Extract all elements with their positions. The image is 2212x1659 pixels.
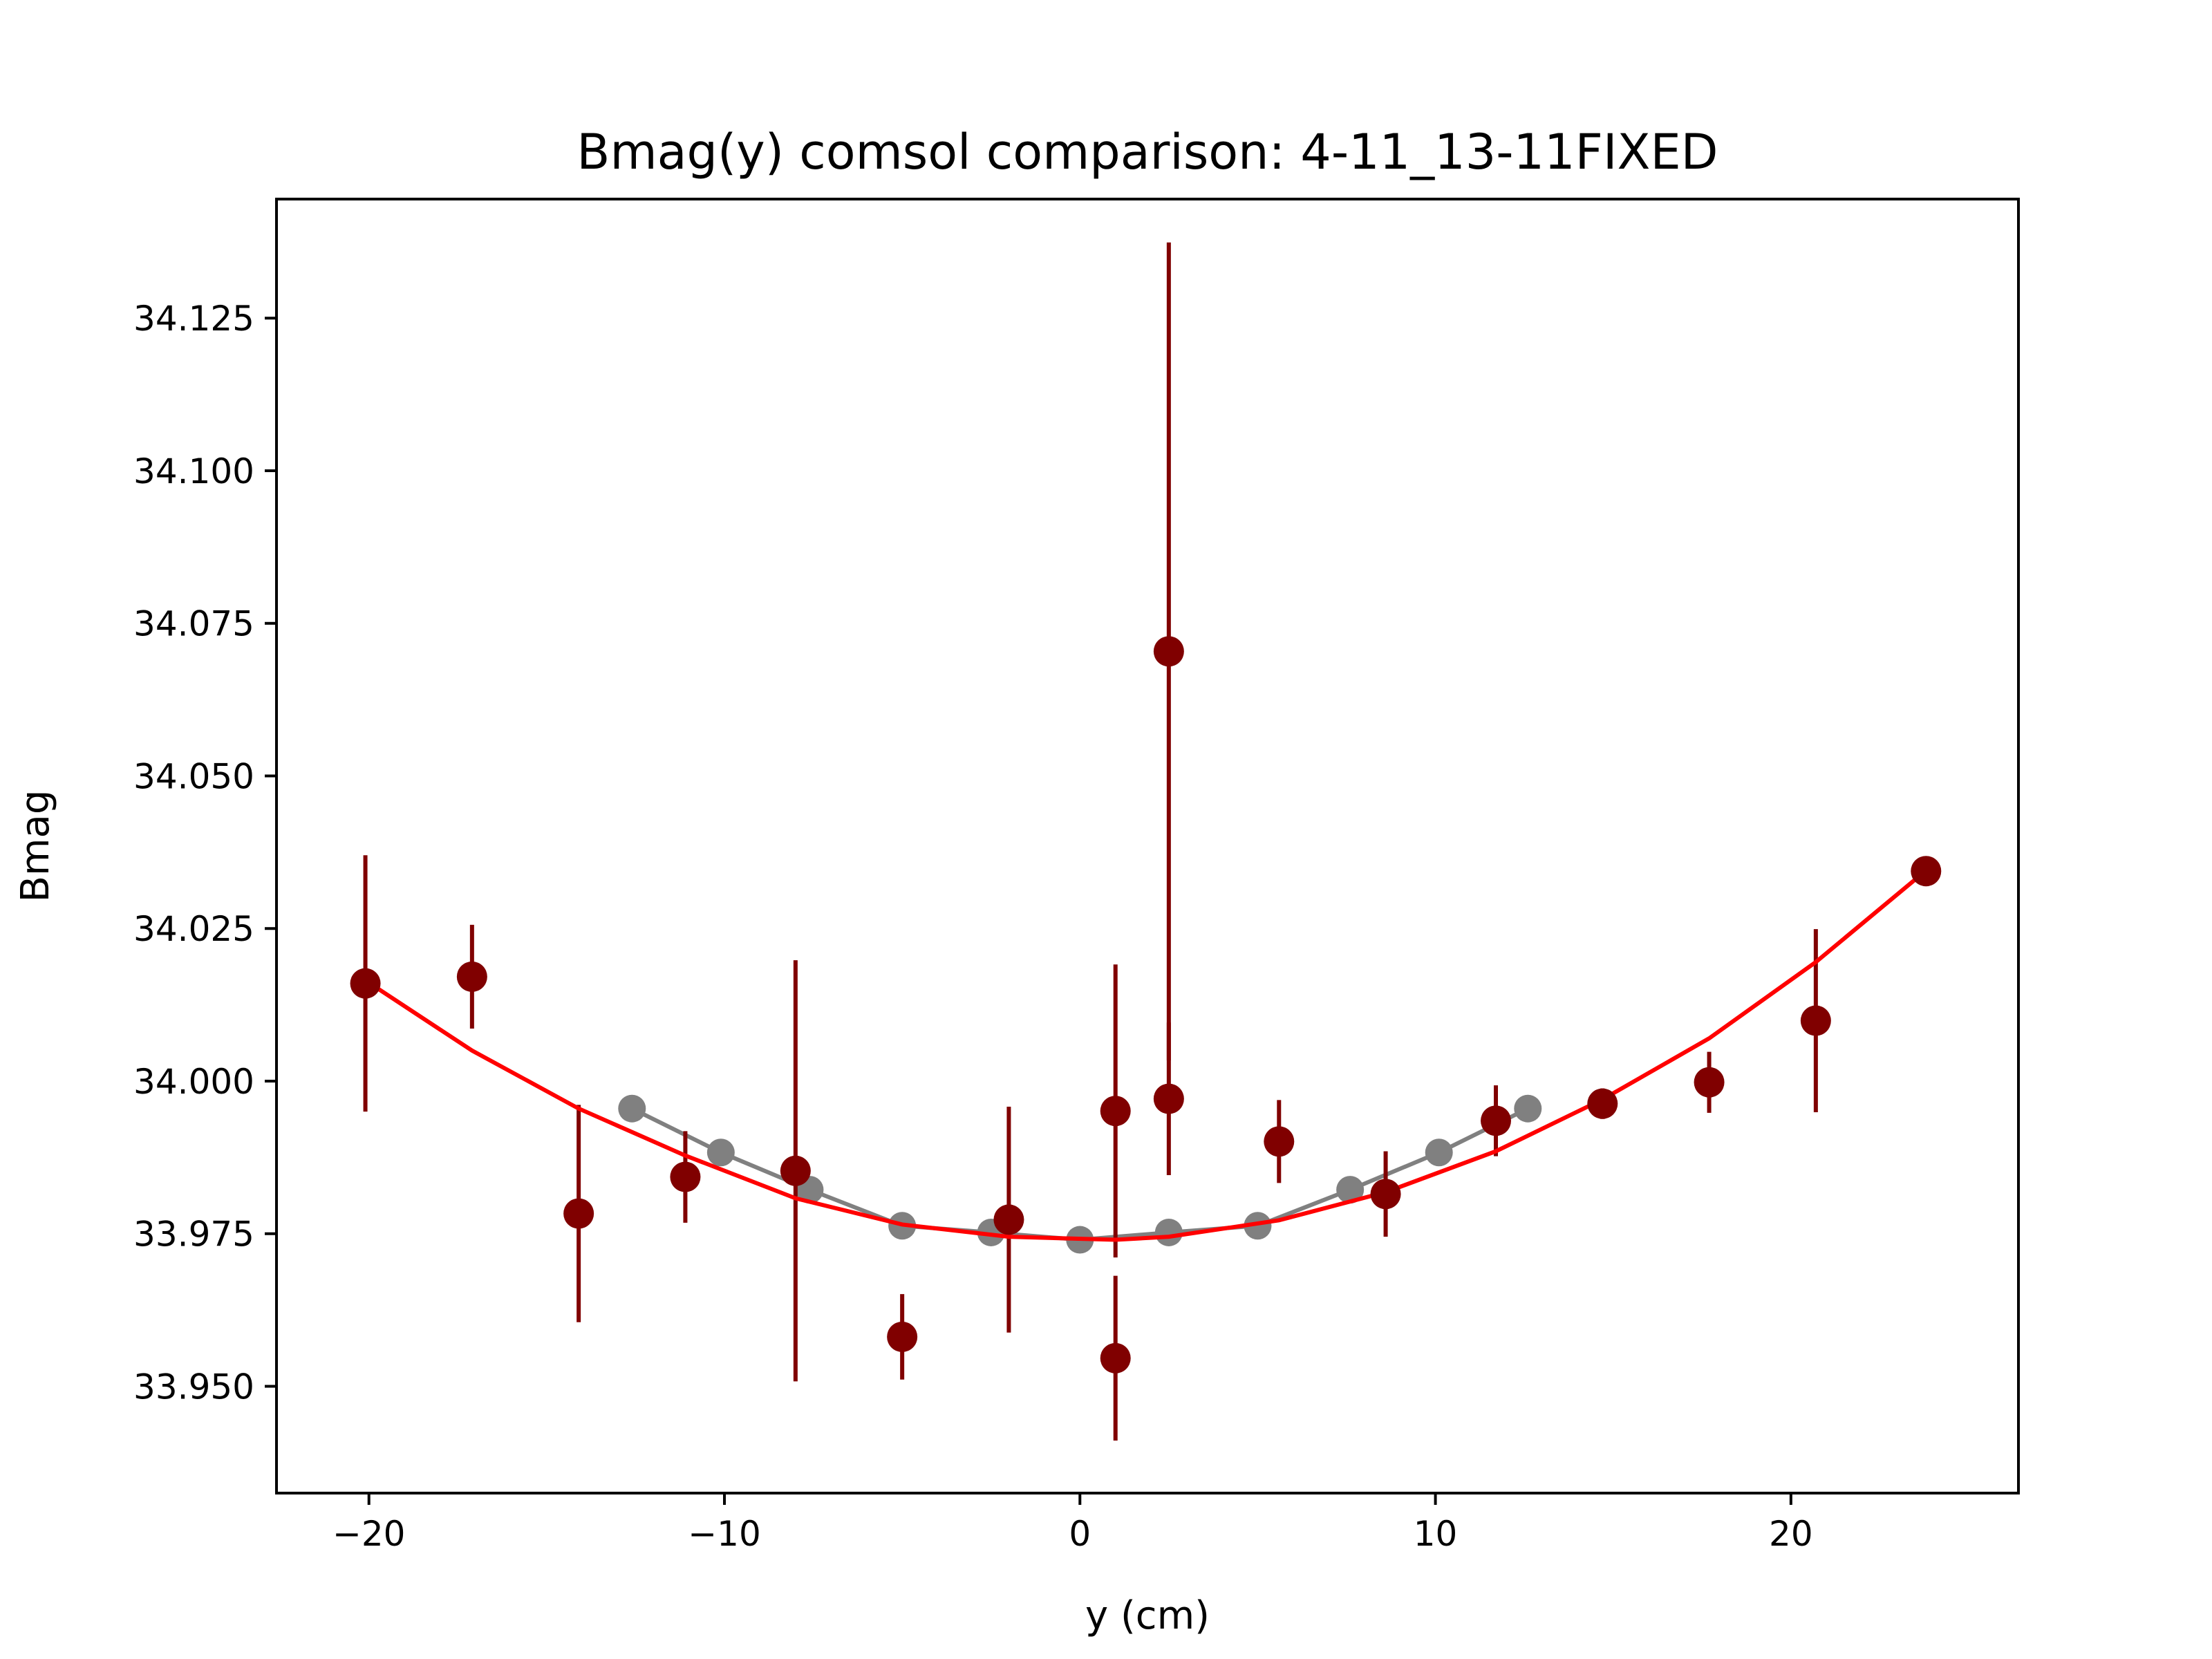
- y-tick-label: 34.000: [133, 1062, 254, 1102]
- axis-ticks: −20 −10 0 10 20 33.950 33.975 34.000 34.025 34.05…: [133, 299, 1813, 1554]
- y-tick-label: 34.075: [133, 604, 254, 644]
- y-tick-label: 34.125: [133, 299, 254, 339]
- measurement-point: [780, 1155, 811, 1186]
- y-tick-label: 34.100: [133, 451, 254, 491]
- comsol-grey-point: [1336, 1176, 1365, 1204]
- y-tick-label: 34.050: [133, 756, 254, 796]
- measurement-point: [456, 961, 487, 992]
- measurement-point: [1694, 1067, 1725, 1098]
- y-tick-label: 33.975: [133, 1215, 254, 1255]
- plot-area: [350, 242, 1942, 1441]
- measurement-point: [670, 1161, 701, 1192]
- measurement-point: [993, 1204, 1024, 1235]
- measurement-point: [1100, 1342, 1131, 1374]
- measurement-point: [1153, 636, 1184, 667]
- axes-frame: [275, 198, 2020, 1494]
- measurement-point: [1264, 1126, 1295, 1157]
- comsol-grey-point: [1425, 1138, 1453, 1167]
- fit-red-line: [364, 869, 1928, 1242]
- y-tick-label: 34.025: [133, 909, 254, 949]
- comsol-grey-point: [1244, 1212, 1272, 1240]
- measurement-point: [1100, 1096, 1131, 1127]
- y-tick-label: 33.950: [133, 1367, 254, 1407]
- x-tick-label: −20: [332, 1514, 406, 1554]
- measurement-point: [563, 1198, 594, 1229]
- comsol-grey-point: [618, 1094, 646, 1123]
- measurement-point: [1587, 1088, 1618, 1119]
- y-axis-label: Bmag: [13, 790, 58, 903]
- comsol-grey-point: [706, 1138, 735, 1167]
- measurement-point: [1911, 856, 1942, 887]
- measurement-point: [1800, 1005, 1831, 1036]
- measurement-point: [1370, 1179, 1401, 1210]
- x-tick-label: 0: [1069, 1514, 1091, 1554]
- x-axis-label: y (cm): [1085, 1593, 1210, 1638]
- measurement-point: [1153, 1083, 1184, 1114]
- comsol-grey-point: [1154, 1218, 1183, 1246]
- x-tick-label: −10: [688, 1514, 761, 1554]
- x-tick-label: 20: [1769, 1514, 1813, 1554]
- measurement-point: [1481, 1105, 1511, 1136]
- x-tick-label: 10: [1414, 1514, 1458, 1554]
- chart-title: Bmag(y) comsol comparison: 4-11_13-11FIX…: [577, 124, 1718, 180]
- measurement-point: [887, 1321, 918, 1352]
- comsol-grey-point: [1514, 1094, 1542, 1123]
- measurement-point: [350, 968, 381, 999]
